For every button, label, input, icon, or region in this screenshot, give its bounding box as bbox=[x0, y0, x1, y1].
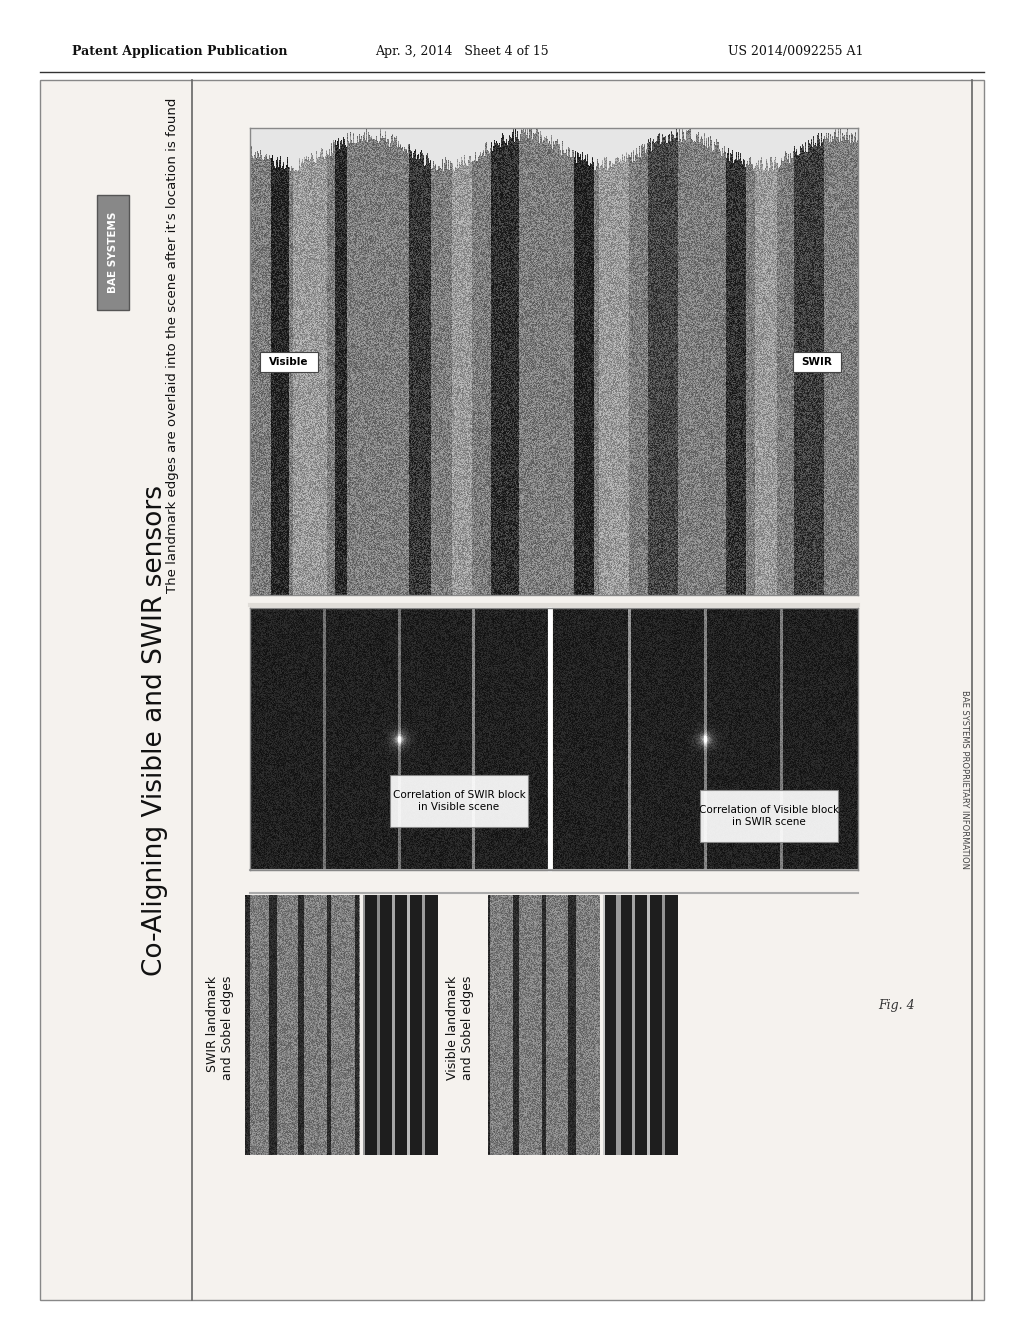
Text: BAE SYSTEMS PROPRIETARY INFORMATION: BAE SYSTEMS PROPRIETARY INFORMATION bbox=[961, 690, 970, 870]
Bar bbox=[700, 789, 838, 842]
Text: BAE SYSTEMS: BAE SYSTEMS bbox=[108, 211, 118, 293]
Text: Correlation of SWIR block
in Visible scene: Correlation of SWIR block in Visible sce… bbox=[392, 791, 525, 812]
Text: The landmark edges are overlaid into the scene after it’s location is found: The landmark edges are overlaid into the… bbox=[167, 98, 179, 593]
Text: US 2014/0092255 A1: US 2014/0092255 A1 bbox=[728, 45, 863, 58]
Bar bbox=[390, 775, 528, 828]
Text: Patent Application Publication: Patent Application Publication bbox=[72, 45, 288, 58]
Bar bbox=[260, 352, 318, 372]
Text: SWIR landmark
and Sobel edges: SWIR landmark and Sobel edges bbox=[206, 975, 234, 1080]
Text: Correlation of Visible block
in SWIR scene: Correlation of Visible block in SWIR sce… bbox=[699, 805, 839, 826]
Bar bbox=[97, 194, 129, 309]
Text: Apr. 3, 2014   Sheet 4 of 15: Apr. 3, 2014 Sheet 4 of 15 bbox=[375, 45, 549, 58]
Text: Fig. 4: Fig. 4 bbox=[878, 998, 914, 1011]
Text: SWIR: SWIR bbox=[802, 356, 833, 367]
Text: Co-Aligning Visible and SWIR sensors: Co-Aligning Visible and SWIR sensors bbox=[142, 484, 168, 975]
Text: Visible landmark
and Sobel edges: Visible landmark and Sobel edges bbox=[446, 975, 474, 1080]
Bar bbox=[793, 352, 841, 372]
Text: Visible: Visible bbox=[269, 356, 309, 367]
